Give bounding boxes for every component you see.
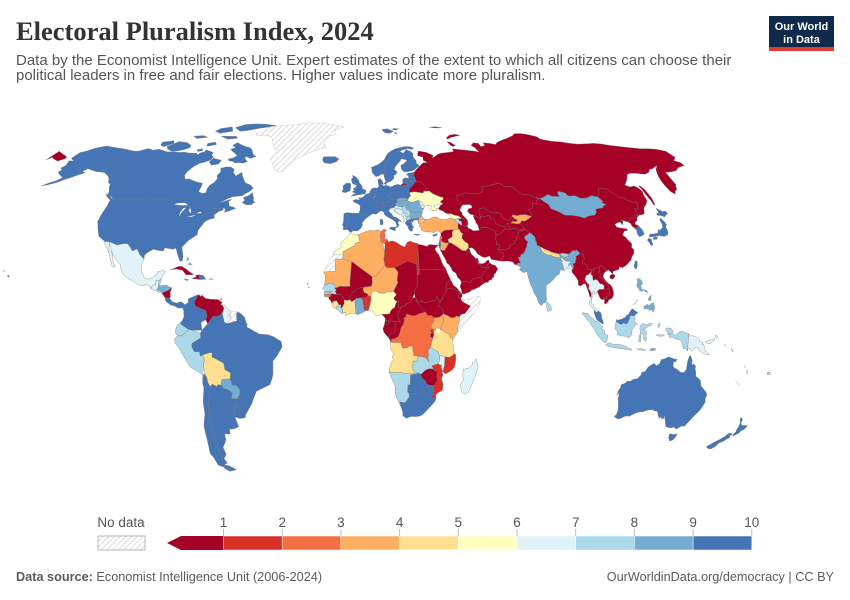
svg-text:1: 1 xyxy=(220,515,228,530)
svg-text:4: 4 xyxy=(396,515,404,530)
svg-text:7: 7 xyxy=(572,515,580,530)
svg-text:8: 8 xyxy=(631,515,639,530)
svg-text:6: 6 xyxy=(513,515,521,530)
svg-text:2: 2 xyxy=(278,515,286,530)
svg-text:No data: No data xyxy=(97,515,145,530)
svg-text:5: 5 xyxy=(455,515,463,530)
svg-text:9: 9 xyxy=(689,515,697,530)
svg-text:3: 3 xyxy=(337,515,345,530)
svg-text:10: 10 xyxy=(744,515,759,530)
